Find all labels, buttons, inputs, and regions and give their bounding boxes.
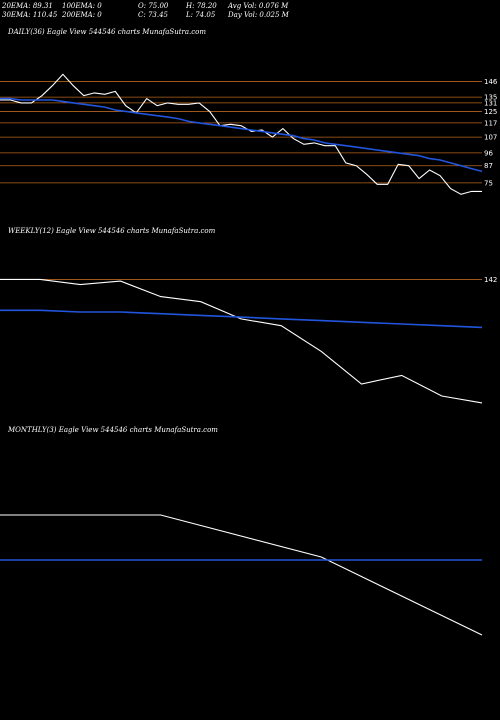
price-series-line xyxy=(0,278,483,404)
y-tick-label: 125 xyxy=(484,108,497,116)
avg-vol-label: Avg Vol: 0.076 M xyxy=(228,2,289,10)
y-tick-label: 107 xyxy=(484,134,497,142)
ema-series-line xyxy=(0,97,483,173)
y-tick-label: 87 xyxy=(484,162,493,170)
y-tick-label: 117 xyxy=(484,119,497,127)
daily-panel-title: DAILY(36) Eagle View 544546 charts Munaf… xyxy=(8,28,207,36)
y-tick-label: 131 xyxy=(484,99,497,107)
ema30-label: 30EMA: 110.45 xyxy=(2,11,58,19)
day-vol-label: Day Vol: 0.025 M xyxy=(228,11,289,19)
ema-series-line xyxy=(0,309,483,329)
y-tick-label: 96 xyxy=(484,149,493,157)
open-label: O: 75.00 xyxy=(138,2,169,10)
price-series-line xyxy=(0,73,482,195)
y-tick-label: 75 xyxy=(484,179,493,187)
weekly-panel-title: WEEKLY(12) Eagle View 544546 charts Muna… xyxy=(8,227,216,235)
y-tick-label: 146 xyxy=(484,78,498,86)
monthly-panel-title: MONTHLY(3) Eagle View 544546 charts Muna… xyxy=(8,426,218,434)
monthly-chart xyxy=(0,514,483,636)
weekly-chart: 142 xyxy=(0,276,497,404)
close-label: C: 73.45 xyxy=(138,11,168,19)
price-series-line xyxy=(0,514,483,636)
low-label: L: 74.05 xyxy=(186,11,216,19)
y-tick-label: 135 xyxy=(484,94,497,102)
y-tick-label: 142 xyxy=(484,276,497,284)
chart-header: 20EMA: 89.31 100EMA: 0 O: 75.00 H: 78.20… xyxy=(0,0,500,22)
ema20-label: 20EMA: 89.31 xyxy=(2,2,53,10)
ema100-label: 100EMA: 0 xyxy=(62,2,102,10)
ema200-label: 200EMA: 0 xyxy=(62,11,102,19)
high-label: H: 78.20 xyxy=(186,2,217,10)
